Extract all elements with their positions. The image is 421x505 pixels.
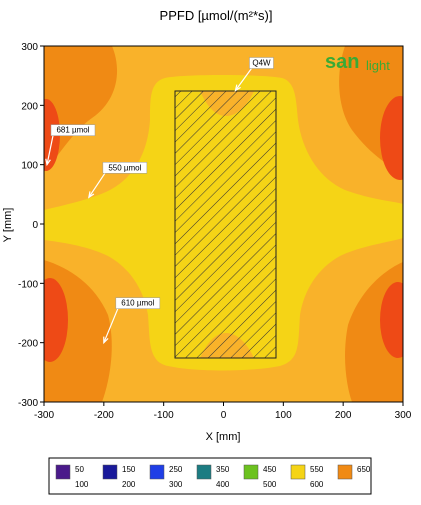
x-tick-label: 200 bbox=[335, 410, 352, 421]
legend-swatch bbox=[337, 464, 353, 480]
logo-text-san: san bbox=[325, 51, 359, 73]
legend-label-top: 250 bbox=[169, 465, 183, 474]
annotation-box bbox=[50, 124, 96, 136]
annotation-callout: 550 µmol bbox=[88, 162, 148, 199]
annotation-arrow bbox=[103, 308, 119, 343]
chart-title: PPFD [µmol/(m²*s)] bbox=[160, 8, 273, 23]
legend-label-bottom: 200 bbox=[122, 480, 136, 489]
y-tick-label: 0 bbox=[32, 220, 38, 231]
fixture-outline bbox=[174, 90, 277, 359]
x-tick-label: 300 bbox=[395, 410, 412, 421]
legend-swatch bbox=[55, 464, 71, 480]
legend-swatch bbox=[290, 464, 306, 480]
legend-label-bottom: 600 bbox=[310, 480, 324, 489]
hotspot-right-upper bbox=[380, 96, 403, 180]
y-tick-label: 300 bbox=[21, 42, 38, 53]
legend-label-bottom: 300 bbox=[169, 480, 183, 489]
legend-label-bottom: 100 bbox=[75, 480, 89, 489]
annotations: 681 µmol 550 µmol 610 µmol Q4W bbox=[45, 57, 274, 345]
y-axis-ticks: 300 200 100 0 -100 -200 -300 bbox=[18, 42, 44, 409]
x-tick-label: -100 bbox=[154, 410, 174, 421]
sanlight-logo: san light bbox=[325, 51, 390, 73]
legend-label-bottom: 500 bbox=[263, 480, 277, 489]
legend-swatch bbox=[102, 464, 118, 480]
legend-swatch bbox=[196, 464, 212, 480]
annotation-callout: 681 µmol bbox=[45, 124, 96, 167]
logo-text-light: light bbox=[366, 58, 390, 73]
contour-band-650-top-left bbox=[44, 46, 118, 172]
annotation-arrow bbox=[46, 135, 54, 165]
x-axis-ticks: -300 -200 -100 0 100 200 300 bbox=[34, 402, 412, 421]
legend-label-top: 350 bbox=[216, 465, 230, 474]
legend-label-top: 450 bbox=[263, 465, 277, 474]
legend-swatch bbox=[149, 464, 165, 480]
legend-label-top: 50 bbox=[75, 465, 84, 474]
y-tick-label: 200 bbox=[21, 101, 38, 112]
annotation-callout: Q4W bbox=[234, 57, 274, 92]
annotation-label: Q4W bbox=[252, 59, 271, 68]
x-tick-label: -300 bbox=[34, 410, 54, 421]
legend-label-top: 650 bbox=[357, 465, 371, 474]
annotation-arrowhead bbox=[234, 84, 241, 92]
x-axis-label: X [mm] bbox=[206, 431, 241, 443]
legend-label-bottom: 400 bbox=[216, 480, 230, 489]
annotation-label: 610 µmol bbox=[121, 299, 154, 308]
legend-swatch bbox=[243, 464, 259, 480]
annotation-arrowhead bbox=[103, 336, 109, 345]
y-tick-label: -100 bbox=[18, 279, 38, 290]
x-tick-label: -200 bbox=[94, 410, 114, 421]
color-legend: 50 100 150 200 250 300 350 400 450 500 550 600 650 bbox=[48, 457, 372, 495]
annotation-arrowhead bbox=[88, 191, 95, 199]
y-tick-label: -200 bbox=[18, 339, 38, 350]
annotation-box bbox=[102, 162, 148, 174]
y-tick-label: -300 bbox=[18, 398, 38, 409]
annotation-arrow bbox=[234, 68, 252, 91]
annotation-arrow bbox=[88, 172, 106, 198]
x-tick-label: 100 bbox=[275, 410, 292, 421]
annotation-callout: 610 µmol bbox=[103, 297, 161, 345]
hotspot-right-lower bbox=[380, 282, 403, 358]
y-tick-label: 100 bbox=[21, 161, 38, 172]
annotation-label: 681 µmol bbox=[56, 126, 89, 135]
legend-label-top: 550 bbox=[310, 465, 324, 474]
annotation-box bbox=[115, 297, 161, 309]
annotation-label: 550 µmol bbox=[108, 163, 141, 172]
y-axis-label: Y [mm] bbox=[2, 208, 14, 243]
hotspot-left-lower bbox=[44, 278, 68, 362]
annotation-arrowhead bbox=[45, 158, 51, 167]
annotation-box bbox=[249, 57, 274, 69]
legend-label-top: 150 bbox=[122, 465, 136, 474]
x-tick-label: 0 bbox=[221, 410, 227, 421]
